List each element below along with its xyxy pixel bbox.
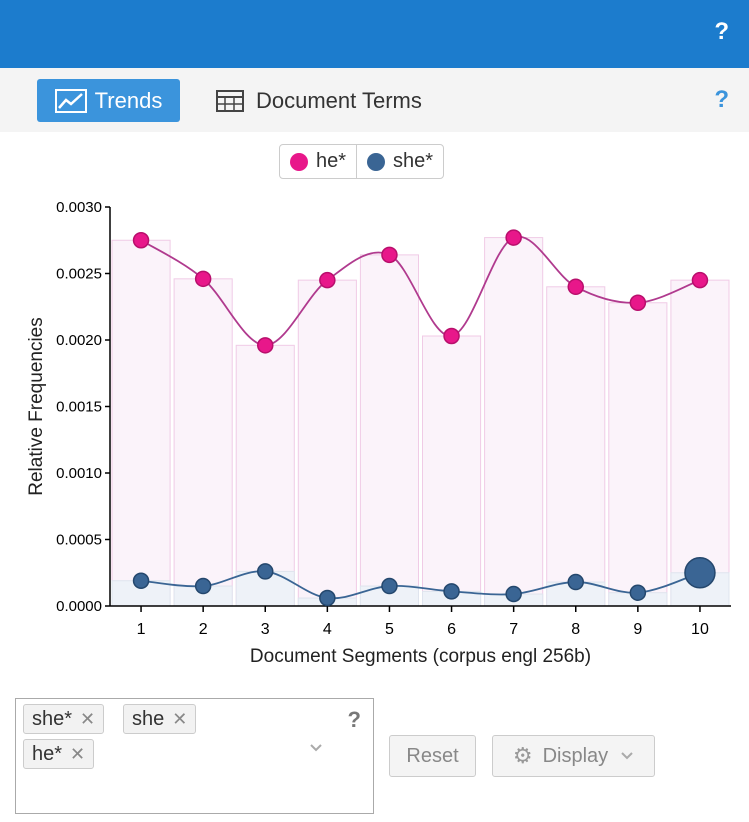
line-chart-icon (54, 88, 87, 113)
data-point (132, 232, 150, 249)
toolbar: Trends Document Terms ? (0, 68, 749, 132)
legend-swatch-she (367, 152, 386, 171)
top-bar: ? (0, 0, 749, 68)
display-button-label: Display (542, 744, 609, 767)
bar (235, 344, 295, 607)
data-point (684, 557, 716, 589)
chevron-down-icon[interactable] (309, 743, 323, 753)
y-tick-label: 0.0020 (56, 332, 102, 349)
x-tick-label: 4 (323, 621, 332, 638)
term-chip-label: she (132, 707, 165, 730)
x-tick-label: 10 (691, 621, 709, 638)
data-point (319, 589, 336, 607)
data-point (194, 270, 212, 288)
bar (297, 279, 357, 607)
y-tick-label: 0.0025 (56, 266, 102, 283)
legend-swatch-he (290, 152, 308, 171)
data-point (132, 572, 150, 589)
y-tick-label: 0.0010 (56, 465, 102, 482)
data-point (257, 337, 274, 354)
display-button[interactable]: ⚙ Display (492, 735, 655, 777)
y-axis-label: Relative Frequencies (26, 317, 47, 495)
data-point (691, 271, 709, 289)
bar (546, 286, 606, 607)
x-tick-label: 5 (385, 621, 394, 638)
data-point (505, 585, 522, 603)
x-tick-label: 6 (447, 621, 456, 638)
term-help-button[interactable]: ? (347, 707, 361, 732)
data-point (194, 577, 212, 595)
tab-trends[interactable]: Trends (37, 79, 180, 122)
tab-trends-label: Trends (94, 87, 163, 113)
trends-chart: 0.0000 0.0005 0.0010 0.0015 0.0020 0.0025 0.00… (26, 199, 731, 667)
remove-term-icon[interactable]: ✕ (70, 743, 86, 764)
bar (608, 302, 668, 607)
table-icon (216, 89, 244, 112)
legend-item-he[interactable]: he* (280, 145, 356, 178)
term-chip: she ✕ (123, 704, 197, 734)
x-tick-label: 1 (137, 621, 146, 638)
bar (422, 335, 482, 607)
x-tick-label: 7 (509, 621, 518, 638)
bar (484, 237, 544, 607)
legend-label-she: she* (393, 150, 434, 172)
x-tick-label: 9 (633, 621, 642, 638)
help-button[interactable]: ? (714, 18, 729, 45)
data-point (567, 278, 584, 296)
data-point (567, 573, 584, 591)
bar (111, 239, 171, 607)
bar (359, 254, 419, 607)
term-selector[interactable]: she* ✕ she ✕ he* ✕ ? (15, 698, 374, 814)
term-chip-label: she* (32, 707, 73, 730)
y-tick-label: 0.0000 (56, 598, 102, 615)
legend-item-she[interactable]: she* (356, 145, 443, 178)
tab-document-terms[interactable]: Document Terms (216, 79, 422, 122)
x-tick-label: 8 (571, 621, 580, 638)
y-tick-label: 0.0005 (56, 532, 102, 549)
series-line-he (140, 235, 701, 347)
legend-label-he: he* (316, 150, 347, 172)
data-point (381, 577, 398, 595)
gear-icon: ⚙ (512, 743, 533, 768)
data-point (629, 294, 647, 312)
data-point (443, 583, 460, 600)
remove-term-icon[interactable]: ✕ (172, 708, 188, 729)
reset-button[interactable]: Reset (389, 735, 476, 777)
data-point (443, 327, 460, 345)
chart-legend: he* she* (279, 144, 445, 179)
data-point (629, 584, 647, 601)
series-line-she (140, 570, 701, 600)
bar (173, 278, 233, 607)
data-point (505, 229, 522, 246)
y-tick-label: 0.0030 (56, 199, 102, 216)
term-chip-label: he* (32, 742, 63, 765)
x-tick-label: 3 (261, 621, 270, 638)
x-tick-label: 2 (199, 621, 208, 638)
data-point (257, 563, 274, 580)
remove-term-icon[interactable]: ✕ (80, 708, 96, 729)
y-tick-label: 0.0015 (56, 399, 102, 416)
panel-help-button[interactable]: ? (714, 86, 729, 113)
data-point (381, 246, 398, 264)
data-point (319, 271, 336, 289)
term-chip: she* ✕ (23, 704, 105, 734)
term-chip: he* ✕ (23, 739, 95, 769)
x-axis-label: Document Segments (corpus engl 256b) (250, 646, 591, 667)
tab-document-terms-label: Document Terms (256, 87, 422, 113)
chevron-down-icon (621, 752, 633, 760)
